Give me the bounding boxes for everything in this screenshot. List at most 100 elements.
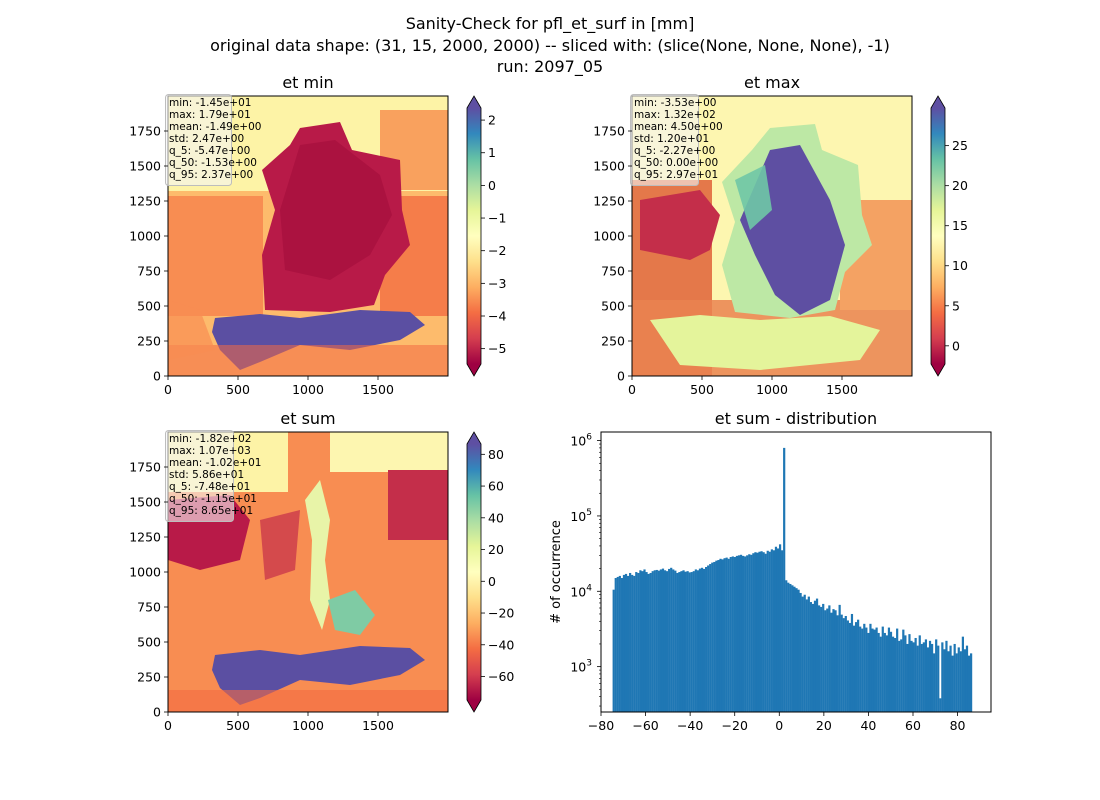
- histogram-bar: [614, 578, 617, 712]
- colorbar-tick-label: 20: [488, 542, 504, 557]
- histogram-bar: [875, 627, 878, 712]
- colorbar-tick-label: 40: [488, 510, 504, 525]
- stat-line: q_50: -1.15e+01: [169, 493, 257, 505]
- histogram-bar: [707, 565, 710, 712]
- colorbar-tick-label: 10: [952, 258, 968, 273]
- histogram-bar: [702, 568, 706, 712]
- histogram-bar: [748, 554, 751, 712]
- histogram-bar: [809, 602, 812, 712]
- histogram-bar: [705, 567, 708, 712]
- histogram-bar: [883, 632, 886, 712]
- histogram-bar: [612, 589, 615, 712]
- histogram-bar: [797, 589, 800, 712]
- histogram-bar: [791, 585, 794, 712]
- histogram-bar: [949, 645, 952, 712]
- histogram-bar: [637, 572, 640, 712]
- histogram-bar: [766, 550, 769, 712]
- histogram-bar: [850, 613, 854, 712]
- stat-line: std: 1.20e+01: [634, 133, 709, 145]
- histogram-bar: [912, 642, 915, 712]
- stat-line: q_50: -1.53e+00: [169, 157, 257, 169]
- histogram-x-tick-label: 20: [816, 718, 832, 733]
- histogram-bar: [684, 571, 687, 712]
- histogram-bar: [937, 645, 940, 712]
- map-y-tick-label: 1000: [129, 229, 161, 244]
- histogram-bar: [822, 603, 825, 712]
- histogram-bar: [672, 569, 675, 712]
- histogram-bar: [879, 636, 882, 712]
- colorbar-tick-label: 5: [952, 298, 960, 313]
- colorbar-tick-label: −1: [488, 211, 506, 226]
- histogram-bar: [741, 555, 745, 712]
- histogram-frame: [600, 431, 992, 713]
- histogram-bar: [826, 608, 829, 712]
- histogram-title: et sum - distribution: [715, 409, 877, 428]
- histogram-bar: [844, 615, 847, 712]
- histogram-x-tick-label: −40: [677, 718, 703, 733]
- histogram-bar: [930, 643, 934, 712]
- colorbar-tick-label: −2: [488, 243, 506, 258]
- map-x-tick-label: 1000: [292, 718, 324, 733]
- histogram-bar: [665, 571, 669, 712]
- map-x-tick-label: 0: [628, 382, 636, 397]
- histogram-x-tick-label: −60: [632, 718, 658, 733]
- histogram-bar: [719, 558, 722, 712]
- histogram-bar: [840, 614, 843, 712]
- histogram-axis-ticks: −80 −60 −40 −20 0 20 40 60 80 103 104 105 106: [570, 433, 965, 733]
- histogram-bar: [651, 571, 654, 712]
- histogram-bar: [828, 605, 831, 712]
- histogram-x-tick-label: −20: [722, 718, 748, 733]
- colorbar-tick-label: 0: [488, 178, 496, 193]
- map-y-tick-label: 0: [617, 369, 625, 384]
- histogram-bar: [830, 612, 833, 712]
- colorbar-tick-label: 20: [952, 178, 968, 193]
- histogram-bar: [842, 618, 845, 712]
- stat-line: mean: -1.49e+00: [169, 121, 261, 133]
- histogram-bar: [836, 615, 839, 712]
- histogram-bar: [953, 643, 956, 712]
- map-x-tick-label: 0: [164, 382, 172, 397]
- stat-line: max: 1.79e+01: [169, 109, 251, 121]
- histogram-bar: [735, 555, 739, 712]
- map-et-sum: et sum min: -1.82e+02 max: 1.07e+03 mean…: [165, 409, 482, 713]
- map-y-tick-label: 1500: [129, 495, 161, 510]
- histogram-bar: [861, 628, 864, 712]
- histogram-bar: [737, 555, 741, 712]
- histogram-bar: [820, 606, 823, 712]
- histogram-bar: [733, 557, 736, 712]
- histogram-bar: [774, 546, 778, 712]
- map-y-tick-label: 750: [137, 600, 161, 615]
- map-y-tick-label: 500: [137, 299, 161, 314]
- histogram-x-tick-label: 0: [775, 718, 783, 733]
- stat-line: min: -1.82e+02: [169, 433, 251, 445]
- histogram-bar: [807, 596, 810, 712]
- histogram-bar: [663, 570, 667, 712]
- map-y-tick-label: 250: [601, 334, 625, 349]
- histogram-bar: [813, 600, 817, 712]
- histogram-x-tick-label: 80: [950, 718, 966, 733]
- histogram-bar: [887, 627, 891, 712]
- histogram-bar: [750, 554, 753, 712]
- histogram-bar: [762, 552, 765, 712]
- histogram-bar: [941, 642, 944, 712]
- histogram-bar: [676, 572, 679, 712]
- histogram-bar: [744, 556, 747, 712]
- histogram-bar: [635, 572, 638, 712]
- stat-line: max: 1.32e+02: [634, 109, 716, 121]
- histogram-bar: [824, 610, 827, 712]
- histogram-bar: [920, 643, 923, 712]
- map-et-min: et min min: -1.45e+01 max: 1.79e+01 mean…: [165, 73, 482, 377]
- histogram-bar: [758, 551, 761, 712]
- histogram-bar: [647, 573, 650, 712]
- colorbar-tick-label: −5: [488, 341, 506, 356]
- map-et-sum-colorbar: [466, 431, 482, 713]
- colorbar-tick-label: 25: [952, 138, 968, 153]
- histogram-bar: [894, 637, 897, 712]
- map-axis-ticks: 0 500 1000 15000250500750100012501500175021…: [129, 113, 968, 733]
- histogram-bar: [902, 629, 905, 712]
- histogram-bar: [620, 578, 624, 712]
- colorbar-tick-label: −4: [488, 309, 506, 324]
- map-et-max-title: et max: [744, 73, 800, 92]
- figure-title-line-3: run: 2097_05: [497, 57, 603, 77]
